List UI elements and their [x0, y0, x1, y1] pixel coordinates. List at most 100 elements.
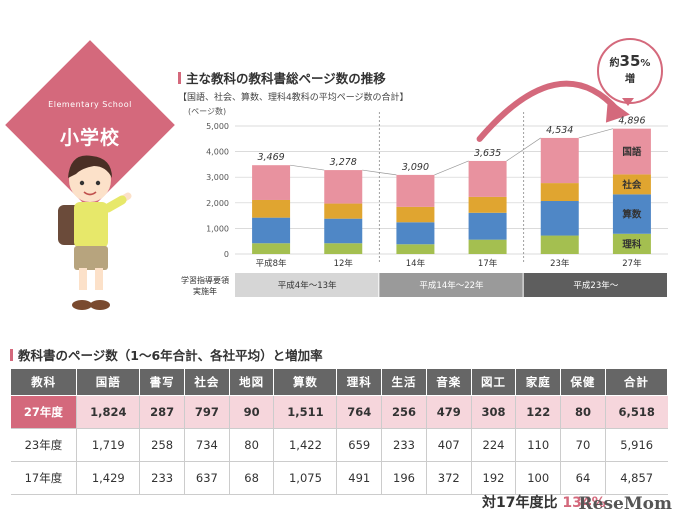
table-header-cell: 地図 [228, 368, 275, 396]
table-cell: 372 [426, 461, 472, 495]
band-row-label: 学習指導要領 [181, 275, 229, 285]
table-cell: 1,511 [273, 395, 338, 429]
table-cell: 233 [139, 461, 185, 495]
shirt [74, 202, 108, 248]
y-tick-label: 4,000 [206, 148, 229, 157]
era-band-label: 平成23年～ [573, 280, 618, 291]
table-cell: 659 [336, 428, 383, 462]
pages-table: 教科 国語 書写 社会 地図 算数 理科 生活 音楽 図工 家庭 保健 合計 27年度 1,824 287 7… [9, 368, 669, 495]
table-header-cell: 合計 [604, 368, 669, 396]
bar-segment-social [252, 199, 291, 218]
stacked-bar-chart: 0 1,000 2,000 3,000 4,000 5,000 (ページ数) 3,469 平成8… [181, 80, 668, 297]
bar-segment-science [252, 243, 291, 254]
era-band-label: 平成14年～22年 [419, 280, 484, 291]
table-cell: 1,429 [76, 461, 141, 495]
left-sock [77, 290, 89, 300]
table-header-cell: 図工 [470, 368, 517, 396]
segment-label: 社会 [621, 179, 642, 191]
bar-segment-math [540, 201, 579, 236]
table-cell: 27年度 [10, 395, 78, 429]
table-header-cell: 社会 [184, 368, 230, 396]
increase-badge-tail [622, 98, 634, 106]
table-cell: 23年度 [10, 428, 78, 462]
bar-segment-social [540, 183, 579, 202]
table-row: 17年度 1,429 233 637 68 1,075 491 196 372 192 100 64 4… [10, 461, 668, 495]
total-label: 3,469 [257, 152, 284, 163]
trend-line [506, 137, 541, 162]
increase-arrow-curve [476, 80, 621, 142]
table-cell: 479 [426, 395, 472, 429]
era-band-label: 平成4年～13年 [278, 280, 337, 291]
table-cell: 4,857 [605, 461, 668, 495]
x-tick-label: 平成8年 [256, 258, 287, 269]
increase-suffix: 増 [625, 74, 635, 85]
table-cell: 797 [184, 395, 230, 429]
increase-unit: % [640, 58, 651, 69]
total-label: 4,534 [546, 125, 573, 136]
table-cell: 224 [471, 428, 517, 462]
increase-value: 35 [619, 52, 641, 70]
table-cell: 637 [184, 461, 230, 495]
table-cell: 258 [139, 428, 185, 462]
segment-label: 国語 [622, 146, 642, 158]
table-title: 教科書のページ数（1～6年合計、各社平均）と増加率 [10, 345, 323, 364]
segment-label: 理科 [622, 238, 642, 250]
trend-line [434, 160, 469, 176]
table-cell: 233 [381, 428, 427, 462]
table-header-cell: 教科 [9, 368, 78, 396]
bar-segment-japanese [396, 174, 435, 207]
table-cell: 256 [381, 395, 427, 429]
footer-label: 対17年度比 [482, 495, 558, 511]
table-header-cell: 音楽 [425, 368, 472, 396]
y-tick-label: 5,000 [206, 122, 229, 131]
table-cell: 90 [229, 395, 275, 429]
total-label: 3,278 [330, 157, 357, 168]
bar-segment-japanese [324, 170, 363, 204]
trend-line [362, 169, 397, 176]
bar-segment-math [612, 194, 651, 234]
total-label: 3,090 [402, 162, 429, 173]
table-title-accent-bar [10, 349, 13, 361]
table-row: 23年度 1,719 258 734 80 1,422 659 233 407 224 110 70 5… [10, 428, 668, 462]
shorts [74, 246, 108, 270]
table-cell: 6,518 [605, 395, 668, 429]
student-illustration [58, 155, 132, 310]
right-shoe [90, 300, 110, 310]
table-cell: 122 [515, 395, 562, 429]
table-header-cell: 書写 [139, 368, 185, 396]
y-axis-label: (ページ数) [188, 106, 226, 116]
left-shoe [72, 300, 92, 310]
x-tick-label: 12年 [334, 258, 354, 269]
bar-segment-science [540, 235, 579, 254]
trend-line [290, 164, 325, 171]
bar-segment-japanese [468, 160, 507, 197]
table-cell: 64 [560, 461, 606, 495]
bar-segment-science [468, 239, 507, 254]
x-tick-label: 17年 [478, 258, 498, 269]
watermark-logo: ReseMom [578, 494, 672, 514]
table-cell: 17年度 [10, 461, 78, 495]
total-label: 3,635 [474, 148, 501, 159]
bar-segment-japanese [252, 165, 291, 200]
school-badge: Elementary School 小学校 [30, 65, 150, 185]
chart-title-text: 主な教科の教科書総ページ数の推移 [186, 71, 386, 86]
right-leg [95, 268, 103, 296]
y-tick-label: 0 [224, 250, 229, 259]
table-header-cell: 生活 [381, 368, 427, 396]
total-label: 4,896 [618, 116, 645, 127]
era-band [379, 273, 523, 297]
right-eye [95, 180, 101, 186]
table-cell: 308 [471, 395, 517, 429]
table-row: 27年度 1,824 287 797 90 1,511 764 256 479 308 122 80 6… [10, 395, 668, 429]
bar-segment-social [324, 203, 363, 219]
bar-segment-math [396, 222, 435, 245]
segment-label: 算数 [622, 209, 642, 221]
y-tick-label: 2,000 [206, 199, 229, 208]
chart-title: 主な教科の教科書総ページ数の推移 [178, 68, 386, 87]
table-title-text: 教科書のページ数（1～6年合計、各社平均）と増加率 [18, 348, 323, 363]
bar-segment-social [612, 174, 651, 195]
table-cell: 734 [184, 428, 230, 462]
table-cell: 192 [471, 461, 517, 495]
left-eye [79, 180, 85, 186]
table-cell: 1,422 [273, 428, 338, 462]
